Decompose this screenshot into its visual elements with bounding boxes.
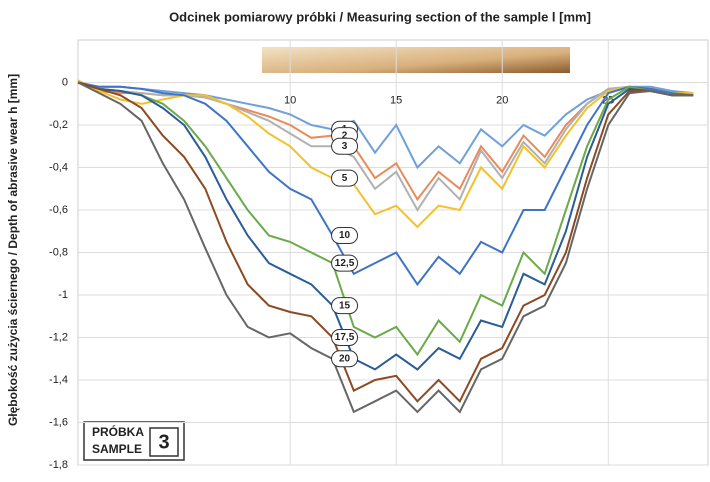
series-label-box [331, 329, 359, 346]
series-label-box [331, 350, 359, 368]
series-line [77, 81, 694, 170]
series-label: 2 [342, 130, 348, 141]
series-line [77, 79, 694, 229]
chart-title: Odcinek pomiarowy próbki / Measuring sec… [169, 9, 591, 24]
series-line [77, 81, 694, 414]
series-label-box [331, 169, 359, 187]
series-label: 5 [342, 173, 348, 184]
series-label: 15 [339, 300, 351, 311]
y-tick-label: -0,6 [49, 204, 68, 216]
series-line [77, 81, 694, 202]
series-label: 20 [339, 353, 351, 364]
y-tick-label: -1,4 [49, 374, 68, 386]
y-tick-label: -1 [58, 289, 68, 301]
y-axis-label: Głębokość zużycia ściernego / Depth of a… [6, 74, 20, 426]
sample-number-box [149, 427, 179, 457]
y-tick-label: -0,4 [49, 161, 68, 173]
series-label: 17,5 [335, 332, 355, 343]
x-tick-label: 10 [284, 94, 296, 106]
series-line [77, 81, 694, 403]
series-label-box [331, 227, 359, 244]
y-tick-label: -1,2 [49, 331, 68, 343]
series-label: 10 [339, 230, 351, 241]
series-label-box [331, 137, 359, 155]
sample-label: PRÓBKA [92, 424, 144, 439]
x-tick-label: 20 [496, 94, 508, 106]
series-line [77, 81, 694, 371]
sample-label: SAMPLE [92, 442, 142, 456]
series-label-box [331, 297, 359, 315]
y-tick-label: -0,2 [49, 119, 68, 131]
series-label-box [331, 254, 359, 272]
sample-photo [262, 47, 570, 73]
sample-number: 3 [158, 431, 169, 453]
series-line [77, 81, 694, 357]
series-label: 12,5 [335, 258, 355, 269]
series-label: 3 [342, 141, 348, 152]
y-tick-label: -1,8 [49, 459, 68, 471]
y-tick-label: -0,8 [49, 246, 68, 258]
series-line [77, 81, 694, 287]
y-tick-label: 0 [62, 76, 68, 88]
y-tick-label: -1,6 [49, 416, 68, 428]
x-tick-label: 15 [390, 94, 402, 106]
